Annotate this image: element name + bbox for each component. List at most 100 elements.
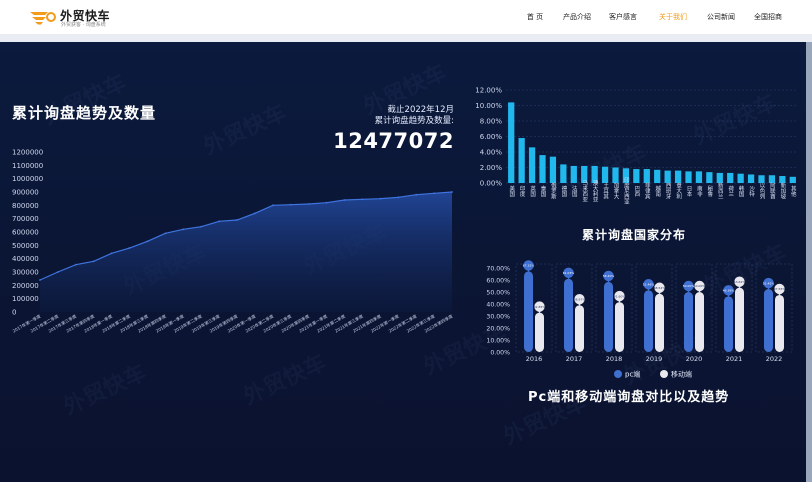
- legend-marker-pc[interactable]: [614, 370, 622, 378]
- country-x-tick: 新加坡: [779, 182, 786, 201]
- device-bar-pc[interactable]: [524, 271, 533, 352]
- country-bar[interactable]: [591, 165, 598, 183]
- country-bar[interactable]: [549, 156, 557, 183]
- device-value-pin: [603, 270, 614, 282]
- country-bar[interactable]: [581, 165, 588, 183]
- device-value-pin-tip: [777, 291, 782, 296]
- device-bar-mobile[interactable]: [655, 293, 664, 352]
- trend-y-tick: 0: [12, 309, 16, 317]
- device-bar-mobile[interactable]: [575, 305, 584, 352]
- device-compare-chart: 70.00% 60.00% 50.00% 40.00% 30.00% 20.00% 10.0…: [486, 260, 793, 379]
- country-bar[interactable]: [612, 167, 619, 184]
- country-bar[interactable]: [508, 102, 515, 183]
- device-bar-mobile[interactable]: [735, 287, 744, 352]
- device-bar-mobile[interactable]: [615, 302, 624, 352]
- device-value-pin: [643, 279, 654, 290]
- device-bar-pc[interactable]: [644, 290, 653, 352]
- country-x-tick: 日本: [686, 185, 693, 198]
- country-bar[interactable]: [737, 173, 744, 183]
- device-group-frame: [715, 263, 753, 353]
- country-bar[interactable]: [633, 169, 640, 183]
- country-bar[interactable]: [789, 176, 796, 183]
- country-bar[interactable]: [664, 170, 671, 183]
- country-bar[interactable]: [747, 174, 755, 183]
- country-bar[interactable]: [518, 138, 525, 183]
- nav-item-2[interactable]: 客户感言: [609, 13, 637, 21]
- country-bar[interactable]: [706, 172, 713, 183]
- country-bar[interactable]: [570, 165, 577, 183]
- device-bar-mobile[interactable]: [695, 292, 704, 352]
- country-bar[interactable]: [727, 172, 734, 183]
- watermark: 外贸快车: [59, 360, 151, 421]
- country-y-tick: 0.00%: [480, 180, 503, 188]
- device-bar-pc[interactable]: [604, 281, 613, 352]
- country-x-tick: 马来西亚: [581, 179, 588, 203]
- device-bar-pc[interactable]: [564, 278, 573, 352]
- country-bar[interactable]: [685, 171, 692, 183]
- nav-item-1[interactable]: 产品介绍: [563, 13, 591, 21]
- scrollbar-track[interactable]: [806, 42, 812, 482]
- trend-point: [379, 197, 382, 200]
- watermark: 外贸快车: [239, 350, 331, 411]
- country-bar[interactable]: [622, 168, 630, 183]
- legend-label[interactable]: 移动端: [671, 370, 692, 379]
- device-group-frame: [595, 263, 633, 353]
- device-value-label: 53.62%: [734, 280, 746, 284]
- device-value-label: 58.40%: [603, 274, 615, 278]
- device-value-pin-tip: [577, 302, 582, 306]
- device-value-pin-tip: [566, 275, 571, 280]
- device-bar-pc[interactable]: [764, 289, 773, 352]
- device-x-tick: 2016: [526, 355, 543, 363]
- device-bar-mobile[interactable]: [775, 294, 784, 352]
- country-bar[interactable]: [528, 147, 536, 183]
- country-x-tick: 加拿大: [613, 182, 620, 201]
- country-x-tick: 以色列: [759, 183, 766, 201]
- trend-title: 累计询盘趋势及数量: [12, 104, 157, 122]
- device-group-frame: [675, 263, 713, 353]
- device-y-tick: 60.00%: [486, 278, 510, 285]
- country-bar[interactable]: [779, 176, 786, 183]
- device-bar-pc[interactable]: [684, 292, 693, 352]
- country-bar[interactable]: [768, 175, 776, 183]
- country-bar[interactable]: [758, 175, 765, 183]
- country-bar[interactable]: [560, 164, 567, 183]
- device-bar-pc[interactable]: [724, 296, 733, 352]
- country-bar[interactable]: [654, 169, 661, 183]
- nav-item-0[interactable]: 首 页: [526, 13, 544, 21]
- country-bar[interactable]: [539, 155, 546, 183]
- nav-item-3[interactable]: 关于我们: [659, 13, 687, 21]
- device-value-label: 32.85%: [534, 305, 546, 309]
- country-bar[interactable]: [674, 170, 682, 183]
- nav-item-4[interactable]: 公司新闻: [707, 13, 735, 21]
- device-y-tick: 30.00%: [486, 314, 510, 321]
- total-label: 累计询盘趋势及数量:: [374, 116, 454, 126]
- device-y-tick: 10.00%: [486, 338, 510, 345]
- trend-y-tick: 100000: [12, 295, 39, 303]
- trend-point: [92, 260, 95, 263]
- country-bar[interactable]: [601, 166, 609, 183]
- site-logo[interactable]: 外贸快车 外贸获客 · 询盘系统: [28, 6, 138, 30]
- device-value-pin: [734, 276, 745, 287]
- device-value-pin: [654, 282, 665, 293]
- trend-point: [182, 228, 185, 231]
- country-bar[interactable]: [695, 171, 703, 183]
- country-y-tick: 6.00%: [480, 133, 503, 141]
- country-bar[interactable]: [716, 172, 723, 183]
- legend-marker-mobile[interactable]: [660, 370, 668, 378]
- device-value-pin-tip: [526, 268, 531, 272]
- country-x-tick: 意大利: [675, 182, 682, 200]
- trend-point: [146, 240, 149, 243]
- trend-point: [451, 191, 453, 193]
- device-y-tick: 20.00%: [486, 326, 510, 333]
- country-y-tick: 10.00%: [476, 102, 502, 110]
- nav-item-5[interactable]: 全国招商: [754, 13, 782, 21]
- country-x-tick: 荷兰: [727, 184, 734, 197]
- device-bar-mobile[interactable]: [535, 312, 544, 352]
- device-value-pin-tip: [617, 299, 622, 303]
- legend-label[interactable]: pc端: [625, 370, 640, 379]
- country-bar[interactable]: [643, 169, 650, 183]
- device-value-pin: [523, 260, 534, 271]
- device-value-pin: [723, 285, 734, 296]
- device-value-label: 41.60%: [614, 294, 626, 298]
- device-value-label: 61.03%: [563, 271, 575, 275]
